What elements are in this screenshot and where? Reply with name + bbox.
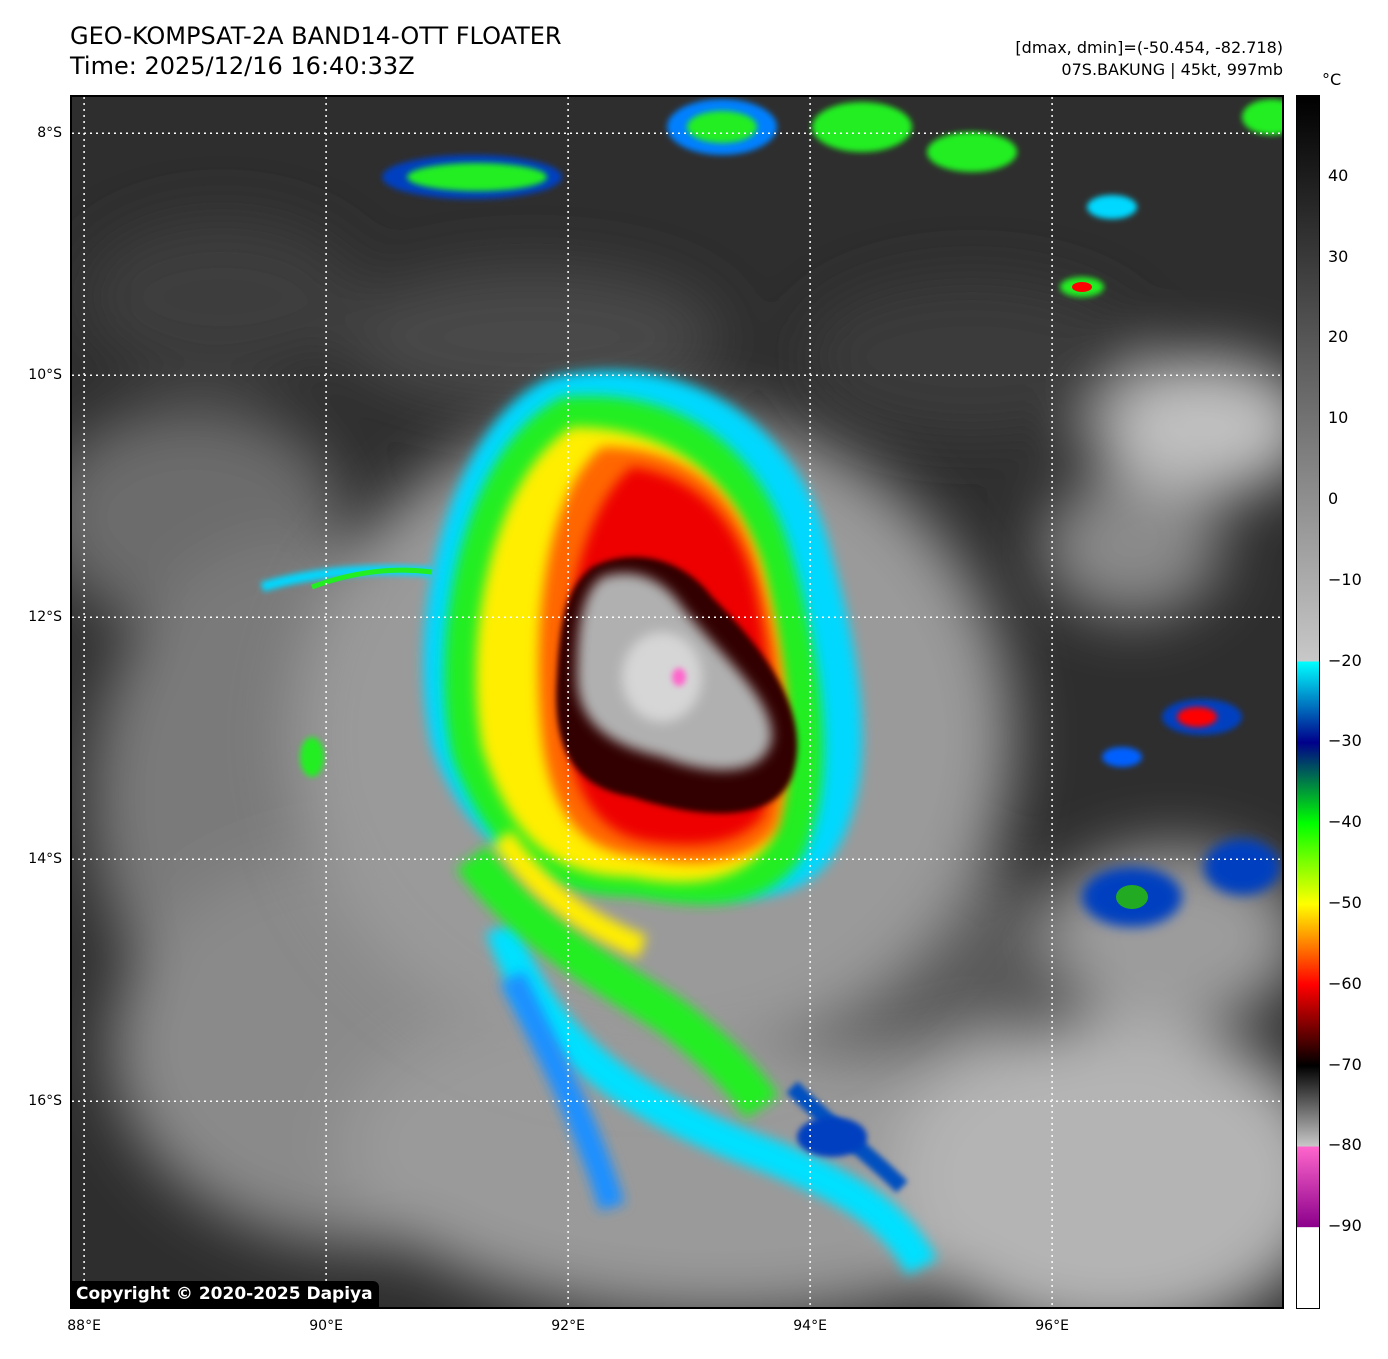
colorbar-tick-label: −80 [1328,1135,1362,1155]
colorbar-tick-label: 40 [1328,165,1349,185]
latitude-label: 8°S [37,125,62,142]
longitude-label: 96°E [1035,1318,1069,1334]
colorbar-tick-label: −30 [1328,731,1362,751]
colorbar-fill [1297,96,1319,1308]
colorbar-tick-label: 0 [1328,489,1339,508]
colorbar [1296,95,1320,1309]
convective-cells [300,99,1282,1157]
satellite-imagery [72,97,1282,1307]
colorbar-tick-label: −50 [1328,893,1362,912]
colorbar-tick-label: 10 [1328,408,1349,428]
latitude-label: 16°S [28,1093,62,1110]
lat-lon-gridlines [72,97,1282,1307]
colorbar-gradient [1297,96,1319,1308]
longitude-label: 88°E [67,1318,101,1334]
colorbar-tick-label: −60 [1328,973,1362,993]
colorbar-tick-label: 30 [1328,246,1349,266]
copyright-label: Copyright © 2020-2025 Dapiya [70,1281,379,1307]
colorbar-tick-label: −20 [1328,650,1362,670]
colorbar-unit: °C [1322,70,1342,89]
longitude-label: 94°E [793,1318,827,1334]
colorbar-tick-label: −90 [1328,1216,1362,1236]
storm-info-text: 07S.BAKUNG | 45kt, 997mb [1061,60,1283,79]
latitude-label: 14°S [28,851,62,868]
data-range-text: [dmax, dmin]=(-50.454, -82.718) [1015,38,1283,57]
satellite-map[interactable] [70,95,1284,1309]
title-line-2: Time: 2025/12/16 16:40:33Z [70,52,415,80]
latitude-label: 12°S [28,609,62,626]
colorbar-tick-label: −10 [1328,569,1362,589]
colorbar-tick-label: 20 [1328,327,1349,347]
latitude-label: 10°S [28,367,62,384]
colorbar-tick-label: −40 [1328,812,1362,832]
colorbar-tick-label: −70 [1328,1054,1362,1074]
storm-system [260,370,1012,1276]
longitude-label: 90°E [309,1318,343,1334]
title-line-1: GEO-KOMPSAT-2A BAND14-OTT FLOATER [70,22,562,50]
longitude-label: 92°E [551,1318,585,1334]
